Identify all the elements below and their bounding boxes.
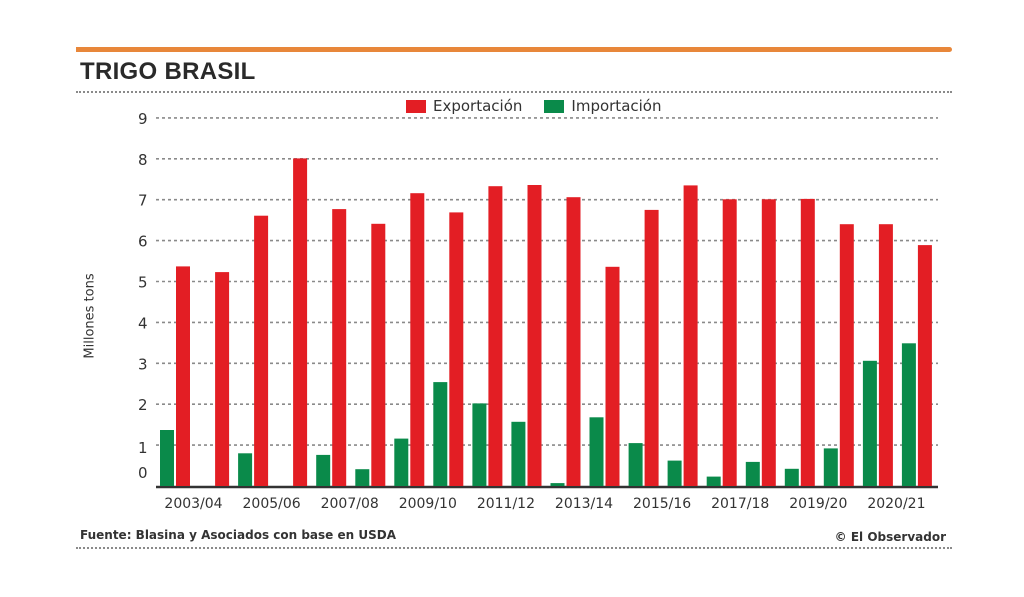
- bar-importacion: [238, 453, 253, 486]
- x-tick-label: 2013/14: [555, 496, 613, 512]
- bar-exportacion: [293, 158, 308, 486]
- bar-exportacion: [917, 245, 932, 486]
- legend-item-importacion: Importación: [544, 97, 661, 115]
- bar-exportacion: [215, 272, 230, 486]
- x-tick-label: 2015/16: [633, 496, 691, 512]
- y-tick-label: 1: [138, 439, 148, 457]
- bar-exportacion: [176, 266, 190, 486]
- bar-importacion: [628, 443, 643, 486]
- bar-importacion: [394, 438, 409, 486]
- y-tick-label: 4: [138, 314, 148, 332]
- bar-exportacion: [761, 199, 776, 487]
- bar-importacion: [823, 448, 838, 486]
- x-tick-label: 2019/20: [789, 496, 847, 512]
- bar-importacion: [433, 382, 448, 486]
- y-tick-label: 3: [138, 355, 148, 373]
- bar-importacion: [589, 417, 604, 486]
- bar-importacion: [160, 430, 174, 486]
- y-tick-label: 5: [138, 274, 148, 292]
- legend-label-importacion: Importación: [571, 97, 662, 115]
- title-divider: [76, 91, 952, 93]
- x-tick-label: 2003/04: [164, 496, 222, 512]
- legend-swatch-exportacion: [406, 99, 426, 113]
- y-tick-labels: 0 1 2 3 4 5 6 7 8 9: [138, 110, 148, 482]
- bar-exportacion: [839, 224, 854, 486]
- bar-importacion: [745, 461, 760, 486]
- x-tick-labels: 2003/04 2005/06 2007/08 2009/10 2011/12 2013/…: [164, 496, 925, 512]
- bar-importacion: [355, 469, 370, 486]
- y-tick-label: 8: [138, 151, 148, 169]
- bar-exportacion: [605, 266, 620, 486]
- source-note: Fuente: Blasina y Asociados con base en …: [80, 528, 396, 542]
- bar-importacion: [472, 403, 487, 486]
- bar-importacion: [862, 360, 877, 486]
- bars: [160, 158, 932, 487]
- bar-exportacion: [800, 198, 815, 486]
- bar-exportacion: [254, 215, 269, 486]
- y-tick-label: 7: [138, 192, 148, 210]
- bar-exportacion: [332, 209, 347, 486]
- legend-swatch-importacion: [544, 99, 565, 113]
- bar-importacion: [784, 468, 799, 486]
- footer-divider: [76, 547, 952, 549]
- y-tick-label: 6: [138, 233, 148, 251]
- bar-importacion: [706, 476, 721, 486]
- x-tick-label: 2009/10: [399, 496, 457, 512]
- x-tick-label: 2020/21: [867, 496, 925, 512]
- y-tick-label: 2: [138, 396, 148, 414]
- bar-exportacion: [644, 209, 659, 486]
- bar-importacion: [511, 421, 526, 486]
- y-tick-label: 9: [138, 110, 148, 128]
- bar-exportacion: [371, 223, 386, 487]
- title-accent-rule: [76, 47, 952, 52]
- x-tick-label: 2005/06: [243, 496, 301, 512]
- x-tick-label: 2011/12: [477, 496, 535, 512]
- chart-legend: Exportación Importación: [406, 97, 683, 115]
- legend-item-exportacion: Exportación: [406, 97, 522, 115]
- copyright-credit: © El Observador: [834, 530, 946, 544]
- y-tick-label: 0: [138, 464, 148, 482]
- bar-exportacion: [410, 193, 425, 486]
- bar-importacion: [550, 483, 565, 486]
- bar-importacion: [316, 454, 331, 486]
- bar-exportacion: [449, 212, 464, 486]
- chart-title: TRIGO BRASIL: [80, 58, 256, 85]
- bar-exportacion: [722, 199, 737, 487]
- bar-importacion: [667, 460, 682, 486]
- bar-exportacion: [566, 197, 581, 486]
- legend-label-exportacion: Exportación: [433, 97, 523, 115]
- gridlines: [156, 117, 938, 489]
- x-tick-label: 2017/18: [711, 496, 769, 512]
- x-tick-label: 2007/08: [321, 496, 379, 512]
- bar-importacion: [901, 343, 916, 486]
- bar-exportacion: [683, 185, 698, 486]
- bar-exportacion: [488, 186, 503, 486]
- bar-exportacion: [878, 224, 893, 486]
- bar-exportacion: [527, 185, 542, 486]
